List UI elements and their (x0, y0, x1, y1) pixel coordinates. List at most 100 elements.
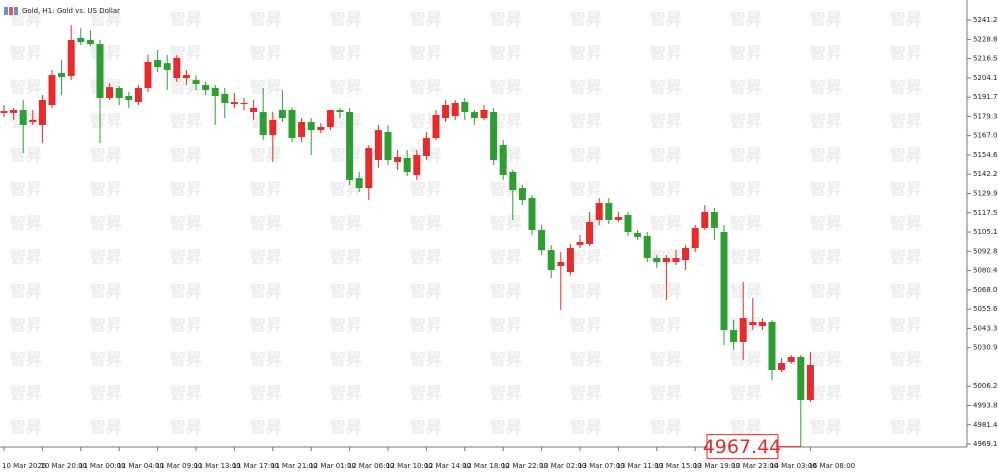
watermark: 智昇 (330, 10, 362, 29)
candle-body (682, 248, 690, 261)
watermark: 智昇 (90, 180, 122, 199)
watermark: 智昇 (10, 10, 42, 29)
candle-body (691, 227, 699, 249)
candle-body (38, 100, 46, 125)
watermark: 智昇 (490, 350, 522, 369)
watermark: 智昇 (490, 248, 522, 267)
watermark: 智昇 (570, 112, 602, 131)
watermark: 智昇 (90, 248, 122, 267)
watermark: 智昇 (330, 248, 362, 267)
watermark: 智昇 (570, 78, 602, 97)
watermark: 智昇 (410, 350, 442, 369)
watermark: 智昇 (730, 112, 762, 131)
chart-title: Gold, H1: Gold vs. US Dollar (22, 7, 120, 15)
watermark: 智昇 (570, 10, 602, 29)
candle-body (442, 105, 450, 119)
watermark: 智昇 (650, 146, 682, 165)
watermark: 智昇 (410, 44, 442, 63)
watermark: 智昇 (90, 44, 122, 63)
candle-body (624, 215, 632, 232)
candle-body (528, 198, 536, 230)
watermark: 智昇 (330, 282, 362, 301)
watermark: 智昇 (890, 146, 922, 165)
watermark: 智昇 (730, 350, 762, 369)
candle-body (768, 322, 776, 371)
y-tick-label: 5228.87 (973, 35, 998, 43)
candle-body (163, 63, 171, 70)
watermark: 智昇 (890, 248, 922, 267)
watermark: 智昇 (650, 180, 682, 199)
watermark: 智昇 (650, 384, 682, 403)
watermark: 智昇 (810, 180, 842, 199)
x-tick-label: 12 Mar 06:00 (348, 462, 395, 470)
watermark: 智昇 (90, 350, 122, 369)
watermark: 智昇 (650, 350, 682, 369)
candle-body (115, 88, 123, 99)
candle-body (662, 258, 670, 263)
candle-body (58, 73, 66, 77)
candle-body (202, 85, 210, 91)
y-tick-label: 4993.84 (973, 401, 998, 409)
watermark: 智昇 (170, 350, 202, 369)
watermark: 智昇 (810, 44, 842, 63)
watermark: 智昇 (490, 10, 522, 29)
candle-body (470, 112, 478, 119)
watermark: 智昇 (90, 112, 122, 131)
watermark: 智昇 (650, 44, 682, 63)
candle-body (86, 40, 94, 45)
watermark: 智昇 (730, 146, 762, 165)
watermark: 智昇 (890, 214, 922, 233)
y-tick-label: 5006.21 (973, 382, 998, 390)
y-tick-label: 5030.95 (973, 344, 998, 352)
x-tick-label: 12 Mar 18:00 (463, 462, 510, 470)
watermark: 智昇 (330, 146, 362, 165)
candle-body (250, 107, 258, 113)
candle-body (125, 95, 133, 101)
watermark: 智昇 (490, 112, 522, 131)
watermark: 智昇 (10, 316, 42, 335)
watermark: 智昇 (410, 282, 442, 301)
watermark: 智昇 (10, 44, 42, 63)
watermark: 智昇 (250, 146, 282, 165)
candle-body (0, 111, 8, 113)
candle-body (394, 157, 402, 163)
candle-body (96, 44, 104, 99)
candle-body (144, 62, 152, 89)
watermark: 智昇 (650, 10, 682, 29)
x-tick-label: 13 Mar 19:00 (693, 462, 740, 470)
watermark: 智昇 (570, 350, 602, 369)
candle-body (595, 203, 603, 220)
watermark: 智昇 (490, 78, 522, 97)
candle-body (614, 217, 622, 220)
candle-body (461, 102, 469, 113)
watermark: 智昇 (810, 384, 842, 403)
watermark: 智昇 (890, 384, 922, 403)
watermark: 智昇 (490, 384, 522, 403)
candle-body (557, 262, 565, 266)
watermark: 智昇 (730, 78, 762, 97)
candle-body (422, 138, 430, 156)
watermark: 智昇 (330, 214, 362, 233)
candle-body (490, 112, 498, 161)
watermark: 智昇 (810, 214, 842, 233)
candle-body (48, 75, 56, 106)
candle-body (701, 212, 709, 228)
y-tick-label: 5179.39 (973, 112, 998, 120)
watermark: 智昇 (890, 112, 922, 131)
candle-body (403, 157, 411, 173)
candle-body (480, 109, 488, 119)
watermark: 智昇 (90, 214, 122, 233)
watermark: 智昇 (890, 180, 922, 199)
watermark: 智昇 (890, 350, 922, 369)
watermark: 智昇 (890, 78, 922, 97)
x-tick-label: 14 Mar 03:00 (770, 462, 817, 470)
x-tick-label: 10 Mar 20:00 (40, 462, 87, 470)
y-tick-label: 5204.13 (973, 74, 998, 82)
x-tick-label: 11 Mar 09:00 (156, 462, 203, 470)
candle-body (355, 178, 363, 189)
x-tick-label: 11 Mar 17:00 (232, 462, 279, 470)
watermark: 智昇 (810, 248, 842, 267)
watermark: 智昇 (330, 180, 362, 199)
